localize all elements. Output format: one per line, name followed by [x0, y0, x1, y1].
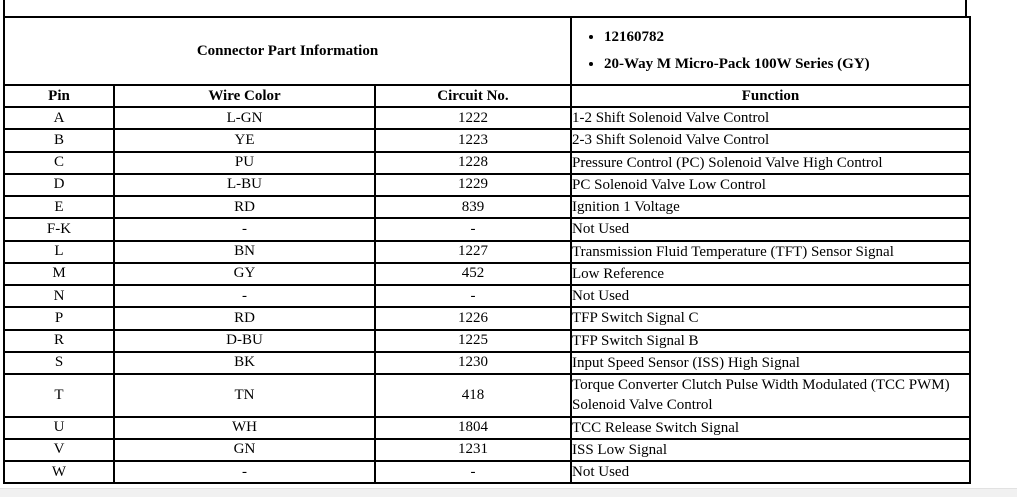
table-row: W - - Not Used	[3, 459, 971, 485]
table-row: F-K - - Not Used	[3, 217, 971, 242]
pin-cell: B	[3, 128, 115, 153]
circuit-no-cell: -	[374, 459, 572, 485]
table-row: C PU 1228 Pressure Control (PC) Solenoid…	[3, 150, 971, 175]
table-row: M GY 452 Low Reference	[3, 261, 971, 287]
table-row: D L-BU 1229 PC Solenoid Valve Low Contro…	[3, 172, 971, 198]
column-header-function: Function	[570, 84, 971, 108]
wire-color-cell: TN	[113, 373, 376, 418]
connector-pinout-table: Connector Part Information 12160782 20-W…	[3, 16, 971, 485]
pin-cell: U	[3, 415, 115, 440]
table-row: U WH 1804 TCC Release Switch Signal	[3, 415, 971, 440]
wire-color-cell: D-BU	[113, 328, 376, 353]
function-cell: Input Speed Sensor (ISS) High Signal	[570, 350, 971, 376]
table-row: L BN 1227 Transmission Fluid Temperature…	[3, 239, 971, 264]
function-cell: Ignition 1 Voltage	[570, 194, 971, 220]
part-numbers-list: 12160782 20-Way M Micro-Pack 100W Series…	[573, 28, 968, 75]
part-numbers-cell: 12160782 20-Way M Micro-Pack 100W Series…	[570, 16, 971, 86]
wire-color-cell: GN	[113, 437, 376, 463]
circuit-no-cell: 1229	[374, 172, 572, 198]
wire-color-cell: L-GN	[113, 105, 376, 131]
circuit-no-cell: 1804	[374, 415, 572, 440]
circuit-no-cell: 1222	[374, 105, 572, 131]
wire-color-cell: WH	[113, 415, 376, 440]
wire-color-cell: YE	[113, 128, 376, 153]
horizontal-scrollbar-track[interactable]	[0, 488, 1017, 497]
function-cell: 1-2 Shift Solenoid Valve Control	[570, 105, 971, 131]
wire-color-cell: BK	[113, 350, 376, 376]
table-body: Connector Part Information 12160782 20-W…	[3, 16, 971, 485]
table-row: T TN 418 Torque Converter Clutch Pulse W…	[3, 373, 971, 418]
part-number-item: 12160782	[604, 28, 968, 48]
function-cell: ISS Low Signal	[570, 437, 971, 463]
wire-color-cell: GY	[113, 261, 376, 287]
wire-color-cell: RD	[113, 306, 376, 331]
circuit-no-cell: 1228	[374, 150, 572, 175]
wire-color-cell: PU	[113, 150, 376, 175]
function-cell: TFP Switch Signal B	[570, 328, 971, 353]
wire-color-cell: L-BU	[113, 172, 376, 198]
pin-cell: V	[3, 437, 115, 463]
circuit-no-cell: 1230	[374, 350, 572, 376]
pin-cell: M	[3, 261, 115, 287]
circuit-no-cell: 1223	[374, 128, 572, 153]
function-cell: Not Used	[570, 217, 971, 242]
table-row: S BK 1230 Input Speed Sensor (ISS) High …	[3, 350, 971, 376]
wire-color-cell: -	[113, 283, 376, 309]
function-cell: Not Used	[570, 459, 971, 485]
circuit-no-cell: 452	[374, 261, 572, 287]
column-header-wire-color: Wire Color	[113, 84, 376, 108]
circuit-no-cell: 839	[374, 194, 572, 220]
function-cell: Low Reference	[570, 261, 971, 287]
function-cell: Not Used	[570, 283, 971, 309]
part-series-item: 20-Way M Micro-Pack 100W Series (GY)	[604, 55, 968, 75]
table-row: A L-GN 1222 1-2 Shift Solenoid Valve Con…	[3, 105, 971, 131]
circuit-no-cell: 1227	[374, 239, 572, 264]
table-row: E RD 839 Ignition 1 Voltage	[3, 194, 971, 220]
pin-cell: P	[3, 306, 115, 331]
table-row: V GN 1231 ISS Low Signal	[3, 437, 971, 463]
circuit-no-cell: 1231	[374, 437, 572, 463]
pin-cell: F-K	[3, 217, 115, 242]
table-row: B YE 1223 2-3 Shift Solenoid Valve Contr…	[3, 128, 971, 153]
function-cell: 2-3 Shift Solenoid Valve Control	[570, 128, 971, 153]
pin-cell: N	[3, 283, 115, 309]
circuit-no-cell: -	[374, 283, 572, 309]
pin-cell: E	[3, 194, 115, 220]
function-cell: TCC Release Switch Signal	[570, 415, 971, 440]
pin-cell: A	[3, 105, 115, 131]
pin-cell: R	[3, 328, 115, 353]
function-cell: Pressure Control (PC) Solenoid Valve Hig…	[570, 150, 971, 175]
circuit-no-cell: 1226	[374, 306, 572, 331]
column-header-circuit-no: Circuit No.	[374, 84, 572, 108]
wire-color-cell: -	[113, 459, 376, 485]
pin-cell: L	[3, 239, 115, 264]
pin-cell: S	[3, 350, 115, 376]
table-row: P RD 1226 TFP Switch Signal C	[3, 306, 971, 331]
wire-color-cell: -	[113, 217, 376, 242]
circuit-no-cell: 418	[374, 373, 572, 418]
function-cell: PC Solenoid Valve Low Control	[570, 172, 971, 198]
wire-color-cell: BN	[113, 239, 376, 264]
circuit-no-cell: -	[374, 217, 572, 242]
pin-cell: C	[3, 150, 115, 175]
pin-cell: T	[3, 373, 115, 418]
cutoff-row-above	[3, 0, 967, 16]
function-cell: Transmission Fluid Temperature (TFT) Sen…	[570, 239, 971, 264]
column-header-pin: Pin	[3, 84, 115, 108]
part-info-row: Connector Part Information 12160782 20-W…	[3, 16, 971, 86]
connector-part-information-label: Connector Part Information	[3, 16, 572, 86]
pin-cell: D	[3, 172, 115, 198]
table-row: N - - Not Used	[3, 283, 971, 309]
wire-color-cell: RD	[113, 194, 376, 220]
function-cell: Torque Converter Clutch Pulse Width Modu…	[570, 373, 971, 418]
pin-cell: W	[3, 459, 115, 485]
table-row: R D-BU 1225 TFP Switch Signal B	[3, 328, 971, 353]
function-cell: TFP Switch Signal C	[570, 306, 971, 331]
column-header-row: Pin Wire Color Circuit No. Function	[3, 84, 971, 108]
circuit-no-cell: 1225	[374, 328, 572, 353]
